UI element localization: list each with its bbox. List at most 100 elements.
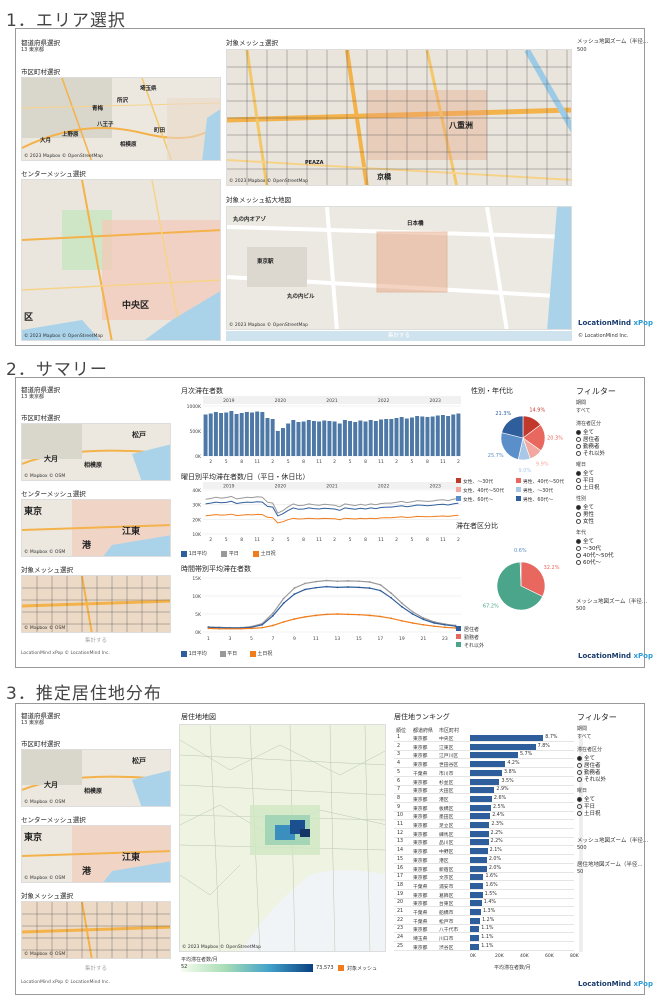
aggregate-button[interactable]: 集計する (21, 964, 171, 974)
pref-value[interactable]: 13 東京都 (21, 394, 44, 400)
ranking-row[interactable]: 5 千葉県 市川市 3.8% (394, 769, 574, 777)
ranking-row[interactable]: 22 千葉県 松戸市 1.2% (394, 917, 574, 925)
legend-swatch (181, 550, 187, 557)
ranking-row[interactable]: 25 東京都 渋谷区 1.1% (394, 943, 574, 951)
ranking-table[interactable]: 1 東京都 中央区 8.7% 2 東京都 江東区 7.8% 3 東京都 江戸川区 5.7% 4 東京都 世田… (394, 734, 574, 952)
enlarge-map[interactable]: 丸の内オアゾ 日本橋 東京駅 丸の内ビル © 2023 Mapbox © Ope… (226, 206, 572, 330)
filter-radio-option[interactable]: 全て (577, 754, 595, 762)
filter-radio-option[interactable]: 全て (576, 503, 594, 511)
filter-radio-option[interactable]: ～30代 (576, 544, 601, 552)
ranking-row[interactable]: 15 東京都 港区 2.0% (394, 856, 574, 864)
filter-radio-option[interactable]: 女性 (576, 517, 594, 525)
res-zoom-value[interactable]: 50 (577, 869, 584, 875)
city-map[interactable]: 大月 相模原 松戸 © Mapbox © OSM (21, 423, 171, 481)
ranking-row[interactable]: 6 東京都 杉並区 3.5% (394, 778, 574, 786)
radio-button-icon[interactable] (576, 471, 581, 476)
radio-button-icon[interactable] (576, 546, 581, 551)
ranking-row[interactable]: 10 東京都 墨田区 2.4% (394, 812, 574, 821)
filter-radio-option[interactable]: 平日 (577, 802, 595, 810)
pref-value[interactable]: 13 東京都 (21, 720, 44, 726)
legend-swatch (456, 634, 461, 639)
ranking-row[interactable]: 14 東京都 中野区 2.1% (394, 847, 574, 856)
radio-button-icon[interactable] (576, 553, 581, 558)
target-map[interactable]: © Mapbox © OSM (21, 575, 171, 633)
ranking-scrollbar[interactable] (579, 734, 583, 952)
ranking-row[interactable]: 24 埼玉県 川口市 1.1% (394, 934, 574, 943)
radio-button-icon[interactable] (577, 777, 582, 782)
radio-button-icon[interactable] (577, 756, 582, 761)
zoom-value[interactable]: 500 (576, 606, 586, 612)
radio-button-icon[interactable] (576, 560, 581, 565)
ranking-row[interactable]: 13 東京都 品川区 2.2% (394, 838, 574, 847)
filter-radio-option[interactable]: 60代～ (576, 558, 601, 566)
ranking-row[interactable]: 4 東京都 世田谷区 4.2% (394, 760, 574, 769)
pref-value[interactable]: 13 東京都 (21, 47, 44, 53)
filter-radio-option[interactable]: 平日 (576, 476, 594, 484)
radio-button-icon[interactable] (576, 451, 581, 456)
ranking-row[interactable]: 9 東京都 板橋区 2.5% (394, 804, 574, 812)
filter-radio-option[interactable]: 勤務者 (577, 768, 601, 776)
filter-radio-option[interactable]: 全て (577, 795, 595, 803)
ranking-row[interactable]: 19 東京都 葛飾区 1.5% (394, 891, 574, 899)
y-tick-label: 500K (189, 429, 202, 435)
target-map[interactable]: © Mapbox © OSM (21, 901, 171, 959)
ranking-row[interactable]: 2 東京都 江東区 7.8% (394, 743, 574, 751)
ranking-bar (470, 909, 481, 915)
center-map[interactable]: 中央区 区 © 2023 Mapbox © OpenStreetMap (21, 179, 221, 341)
filter-radio-option[interactable]: 居住者 (576, 435, 600, 443)
ranking-row[interactable]: 21 千葉県 船橋市 1.3% (394, 908, 574, 916)
radio-button-icon[interactable] (577, 770, 582, 775)
filter-radio-option[interactable]: 男性 (576, 510, 594, 518)
filter-radio-option[interactable]: 居住者 (577, 761, 601, 769)
radio-button-icon[interactable] (576, 430, 581, 435)
ranking-row[interactable]: 16 東京都 新宿区 2.0% (394, 865, 574, 873)
radio-button-icon[interactable] (576, 437, 581, 442)
monthly-bar (244, 412, 249, 456)
weekday-chart: 2019 2020 2021 2022 2023 40K 30K 20K 10K 2 5 8 11 2 5 8… (192, 482, 461, 543)
center-map[interactable]: 東京 江東 港 © Mapbox © OSM (21, 825, 171, 883)
city-map[interactable]: 大月 相模原 松戸 © Mapbox © OSM (21, 749, 171, 807)
city-map[interactable]: 埼玉県 所沢 青梅 八王子 上野原 大月 相模原 町田 © 2023 Mapbo… (21, 77, 221, 161)
residence-choropleth-map[interactable]: © 2023 Mapbox © OpenStreetMap (179, 724, 386, 952)
period-value[interactable]: すべて (577, 734, 592, 740)
ranking-row[interactable]: 1 東京都 中央区 8.7% (394, 734, 574, 742)
filter-radio-option[interactable]: 全て (576, 469, 594, 477)
pref-cell: 東京都 (413, 858, 428, 864)
mesh-zoom-value[interactable]: 500 (577, 845, 587, 851)
ranking-row[interactable]: 8 東京都 港区 2.6% (394, 795, 574, 803)
filter-radio-option[interactable]: 全て (576, 537, 594, 545)
radio-button-icon[interactable] (576, 485, 581, 490)
ranking-row[interactable]: 12 東京都 練馬区 2.2% (394, 830, 574, 838)
ranking-row[interactable]: 18 千葉県 浦安市 1.6% (394, 882, 574, 890)
ranking-row[interactable]: 3 東京都 江戸川区 5.7% (394, 751, 574, 760)
radio-button-icon[interactable] (576, 505, 581, 510)
ranking-row[interactable]: 7 東京都 大田区 2.9% (394, 786, 574, 795)
ranking-row[interactable]: 11 東京都 足立区 2.3% (394, 821, 574, 829)
radio-button-icon[interactable] (577, 811, 582, 816)
filter-radio-option[interactable]: 土日祝 (576, 483, 600, 491)
ranking-row[interactable]: 23 東京都 八千代市 1.1% (394, 925, 574, 934)
radio-button-icon[interactable] (576, 512, 581, 517)
target-mesh-map[interactable]: 八重洲 京橋 PEAZA © 2023 Mapbox © OpenStreetM… (226, 49, 572, 186)
period-value[interactable]: すべて (576, 408, 591, 414)
radio-button-icon[interactable] (577, 797, 582, 802)
radio-button-icon[interactable] (577, 763, 582, 768)
filter-radio-option[interactable]: それ以外 (577, 775, 606, 783)
filter-radio-option[interactable]: 40代～50代 (576, 551, 614, 559)
radio-button-icon[interactable] (576, 539, 581, 544)
filter-radio-option[interactable]: 全て (576, 428, 594, 436)
radio-button-icon[interactable] (576, 444, 581, 449)
ranking-row[interactable]: 20 東京都 台東区 1.4% (394, 899, 574, 908)
aggregate-button[interactable]: 集計する (21, 636, 171, 646)
zoom-value[interactable]: 500 (577, 47, 587, 53)
center-map[interactable]: 東京 江東 港 © Mapbox © OSM (21, 499, 171, 557)
filter-radio-option[interactable]: 土日祝 (577, 809, 601, 817)
filter-radio-option[interactable]: 勤務者 (576, 442, 600, 450)
radio-button-icon[interactable] (577, 804, 582, 809)
ranking-row[interactable]: 17 東京都 文京区 1.6% (394, 873, 574, 882)
weekday-line-holiday (205, 513, 459, 524)
aggregate-button[interactable]: 集計する (226, 331, 572, 341)
radio-button-icon[interactable] (576, 478, 581, 483)
radio-button-icon[interactable] (576, 519, 581, 524)
filter-radio-option[interactable]: それ以外 (576, 449, 605, 457)
